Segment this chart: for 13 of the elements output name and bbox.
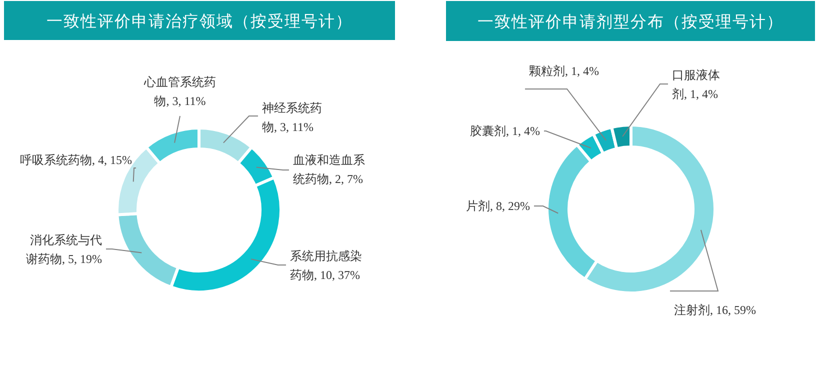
slice-label: 消化系统与代谢药物, 5, 19% <box>26 233 102 266</box>
chart-title: 一致性评价申请剂型分布（按受理号计） <box>478 13 784 31</box>
slice-label: 心血管系统药物, 3, 11% <box>143 75 216 108</box>
slice-label: 颗粒剂, 1, 4% <box>529 64 599 78</box>
slice-label: 呼吸系统药物, 4, 15% <box>20 153 132 167</box>
slice-label: 片剂, 8, 29% <box>466 199 530 213</box>
slice-label: 神经系统药物, 3, 11% <box>262 101 322 134</box>
slice-label: 血液和造血系统药物, 2, 7% <box>293 153 365 186</box>
chart-title: 一致性评价申请治疗领域（按受理号计） <box>46 12 352 30</box>
slice-label: 系统用抗感染药物, 10, 37% <box>290 249 362 282</box>
slice-label: 口服液体剂, 1, 4% <box>672 68 720 101</box>
slice-label: 注射剂, 16, 59% <box>674 303 756 317</box>
slice-label: 胶囊剂, 1, 4% <box>470 124 540 138</box>
